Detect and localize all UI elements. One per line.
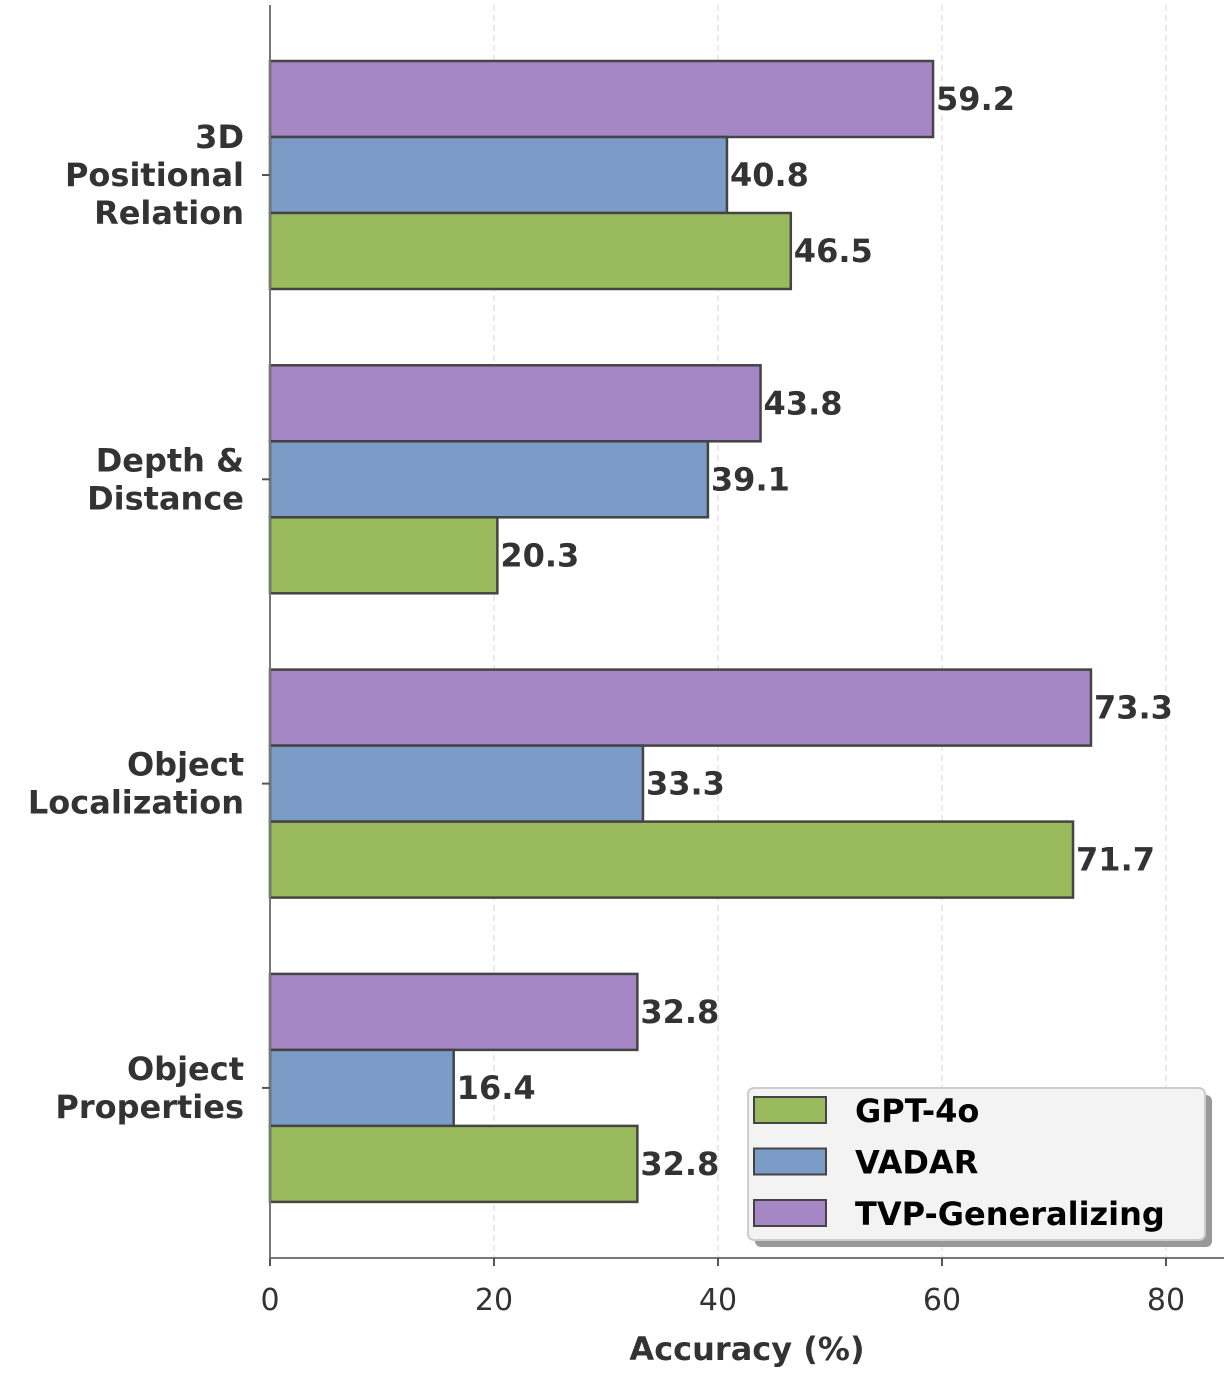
- y-tick-label: Object: [127, 746, 244, 784]
- bar: [268, 135, 729, 215]
- legend-label: VADAR: [855, 1144, 978, 1182]
- legend-swatch: [753, 1096, 827, 1124]
- data-label: 46.5: [794, 232, 873, 270]
- data-label: 73.3: [1094, 689, 1173, 727]
- data-label: 20.3: [500, 536, 579, 574]
- bar: [268, 440, 710, 519]
- x-axis-label: Accuracy (%): [629, 1330, 864, 1368]
- legend-swatch: [753, 1147, 827, 1176]
- data-label: 32.8: [640, 1145, 719, 1183]
- x-tick-label: 60: [923, 1283, 961, 1318]
- legend-label: TVP-Generalizing: [855, 1195, 1165, 1233]
- bars: [268, 59, 1093, 1204]
- x-tick-label: 20: [475, 1283, 513, 1318]
- legend-swatch: [753, 1199, 827, 1227]
- data-label: 33.3: [646, 765, 725, 803]
- y-tick-label: Relation: [94, 194, 244, 232]
- bar: [268, 211, 793, 291]
- x-tick-label: 40: [699, 1283, 737, 1318]
- y-tick-label: Distance: [87, 479, 244, 517]
- bar: [268, 1048, 455, 1128]
- data-labels: 59.2 40.8 46.5 43.8 39.1 20.3 73.3 33.3 71.7 32.8…: [457, 80, 1173, 1183]
- bar: [268, 744, 645, 823]
- data-label: 16.4: [457, 1069, 536, 1107]
- data-label: 32.8: [640, 993, 719, 1031]
- bar: [268, 516, 499, 595]
- y-tick-label: 3D: [195, 118, 244, 156]
- legend-label: GPT-4o: [855, 1092, 979, 1130]
- x-tick-label: 80: [1147, 1283, 1185, 1318]
- data-label: 40.8: [730, 156, 809, 194]
- bar: [268, 820, 1075, 899]
- bar: [268, 59, 935, 139]
- legend: GPT-4o VADAR TVP-Generalizing: [747, 1087, 1212, 1247]
- data-label: 71.7: [1076, 841, 1155, 879]
- y-tick-label: Properties: [55, 1088, 244, 1126]
- x-tick-label: 0: [260, 1283, 279, 1318]
- data-label: 43.8: [764, 384, 843, 422]
- y-tick-label: Positional: [65, 156, 244, 194]
- bar: [268, 972, 639, 1052]
- bar: [268, 668, 1093, 747]
- bar: [268, 1124, 639, 1204]
- x-ticks: 0 20 40 60 80: [260, 1258, 1185, 1318]
- y-tick-label: Object: [127, 1050, 244, 1088]
- y-tick-label: Localization: [28, 784, 244, 822]
- data-label: 39.1: [711, 460, 790, 498]
- legend-box: [747, 1087, 1206, 1241]
- bar: [268, 364, 762, 443]
- y-tick-label: Depth &: [96, 441, 244, 479]
- data-label: 59.2: [936, 80, 1015, 118]
